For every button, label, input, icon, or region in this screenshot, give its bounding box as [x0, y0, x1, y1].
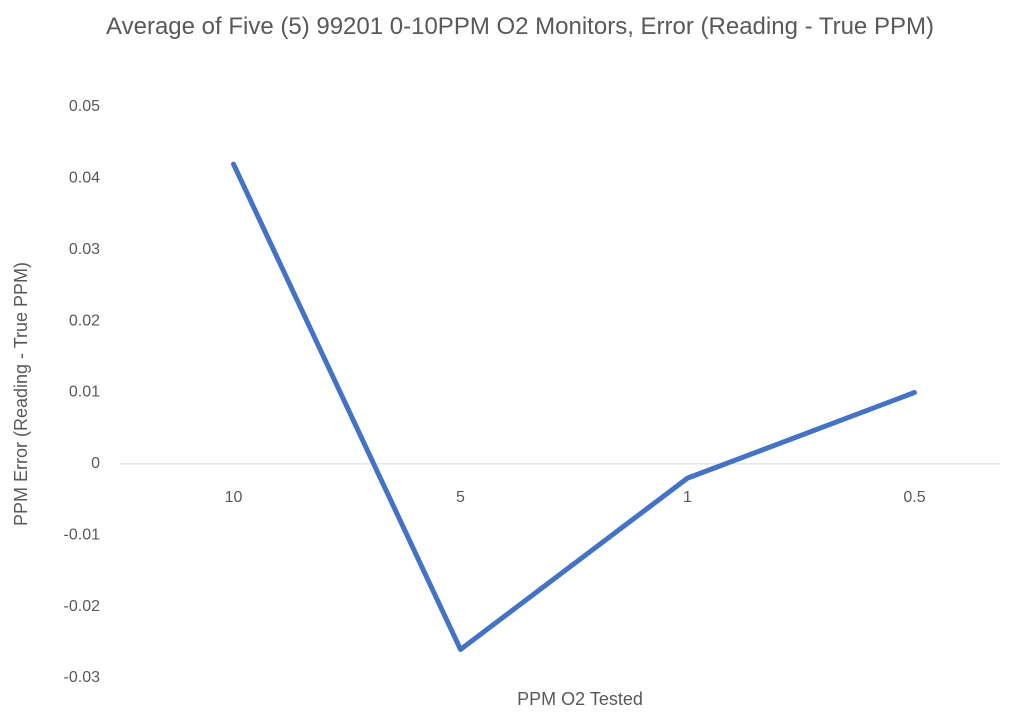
y-tick-label: 0.04	[69, 170, 100, 187]
y-tick-label: 0.05	[69, 98, 100, 115]
y-tick-label: 0.02	[69, 312, 100, 329]
y-tick-label: -0.02	[64, 598, 101, 615]
x-tick-label: 0.5	[903, 489, 925, 506]
x-tick-label: 5	[456, 489, 465, 506]
y-axis-label: PPM Error (Reading - True PPM)	[11, 262, 31, 526]
y-tick-label: 0.01	[69, 384, 100, 401]
y-tick-label: 0	[91, 455, 100, 472]
y-tick-label: 0.03	[69, 241, 100, 258]
y-tick-label: -0.03	[64, 669, 101, 686]
x-tick-label: 1	[683, 489, 692, 506]
y-tick-label: -0.01	[64, 526, 101, 543]
data-line	[231, 161, 917, 652]
chart-title: Average of Five (5) 99201 0-10PPM O2 Mon…	[106, 13, 934, 40]
x-axis-label: PPM O2 Tested	[517, 689, 643, 709]
x-tick-label: 10	[225, 489, 243, 506]
